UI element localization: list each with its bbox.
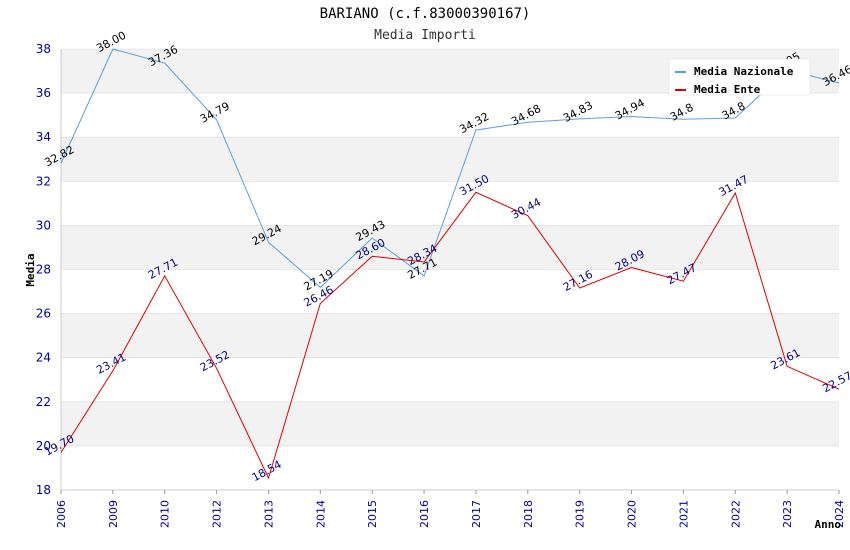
x-tick-label: 2014 xyxy=(314,500,327,528)
plot-band xyxy=(61,225,839,270)
y-tick-label: 32 xyxy=(36,174,51,188)
x-tick-label: 2020 xyxy=(626,500,639,528)
x-tick-label: 2024 xyxy=(833,500,846,528)
chart-subtitle: Media Importi xyxy=(374,28,476,43)
x-tick-label: 2017 xyxy=(470,500,483,528)
x-axis-label: Anno xyxy=(815,518,842,531)
y-tick-label: 20 xyxy=(36,439,51,453)
y-tick-label: 24 xyxy=(36,351,51,365)
x-tick-label: 2009 xyxy=(107,500,120,528)
x-tick-label: 2019 xyxy=(574,500,587,528)
legend-box xyxy=(668,58,811,96)
y-tick-label: 36 xyxy=(36,86,51,100)
x-tick-label: 2016 xyxy=(418,500,431,528)
y-tick-label: 30 xyxy=(36,218,51,232)
series-lines xyxy=(60,48,840,480)
y-tick-label: 22 xyxy=(36,395,51,409)
legend: Media Nazionale Media Ente xyxy=(668,58,811,96)
gridlines xyxy=(60,48,839,491)
plot-band xyxy=(61,313,839,358)
chart-title: BARIANO (c.f.83000390167) xyxy=(320,6,531,22)
y-tick-label: 38 xyxy=(36,42,51,56)
plot-band xyxy=(61,269,839,314)
y-tick-label: 18 xyxy=(36,483,51,497)
plot-band xyxy=(61,401,839,446)
y-axis-label: Media xyxy=(24,253,37,286)
y-tick-label: 26 xyxy=(36,307,51,321)
series-line-media-nazionale xyxy=(60,48,840,289)
x-tick-label: 2023 xyxy=(781,500,794,528)
x-tick-label: 2022 xyxy=(729,500,742,528)
legend-entry-naz: Media Nazionale xyxy=(694,65,794,78)
series-line-media-ente xyxy=(60,191,840,480)
y-tick-label: 28 xyxy=(36,263,51,277)
plot-band xyxy=(61,137,839,182)
x-tick-label: 2018 xyxy=(522,500,535,528)
x-tick-label: 2013 xyxy=(262,500,275,528)
plot-band xyxy=(61,357,839,402)
plot-band xyxy=(61,445,839,490)
y-axis-ticks: 18 20 22 24 26 28 30 32 34 36 38 xyxy=(36,42,51,497)
y-tick-label: 34 xyxy=(36,130,51,144)
x-tick-label: 2015 xyxy=(366,500,379,528)
x-tick-label: 2010 xyxy=(159,500,172,528)
plot-background-bands xyxy=(61,49,839,490)
plot-band xyxy=(61,93,839,138)
x-tick-label: 2006 xyxy=(55,500,68,528)
x-axis-ticks: 2006 2009 2010 2012 2013 2014 2015 2016 2017 2018… xyxy=(55,490,846,528)
x-tick-label: 2012 xyxy=(211,500,224,528)
legend-entry-ente: Media Ente xyxy=(694,83,761,96)
x-tick-label: 2021 xyxy=(677,500,690,528)
